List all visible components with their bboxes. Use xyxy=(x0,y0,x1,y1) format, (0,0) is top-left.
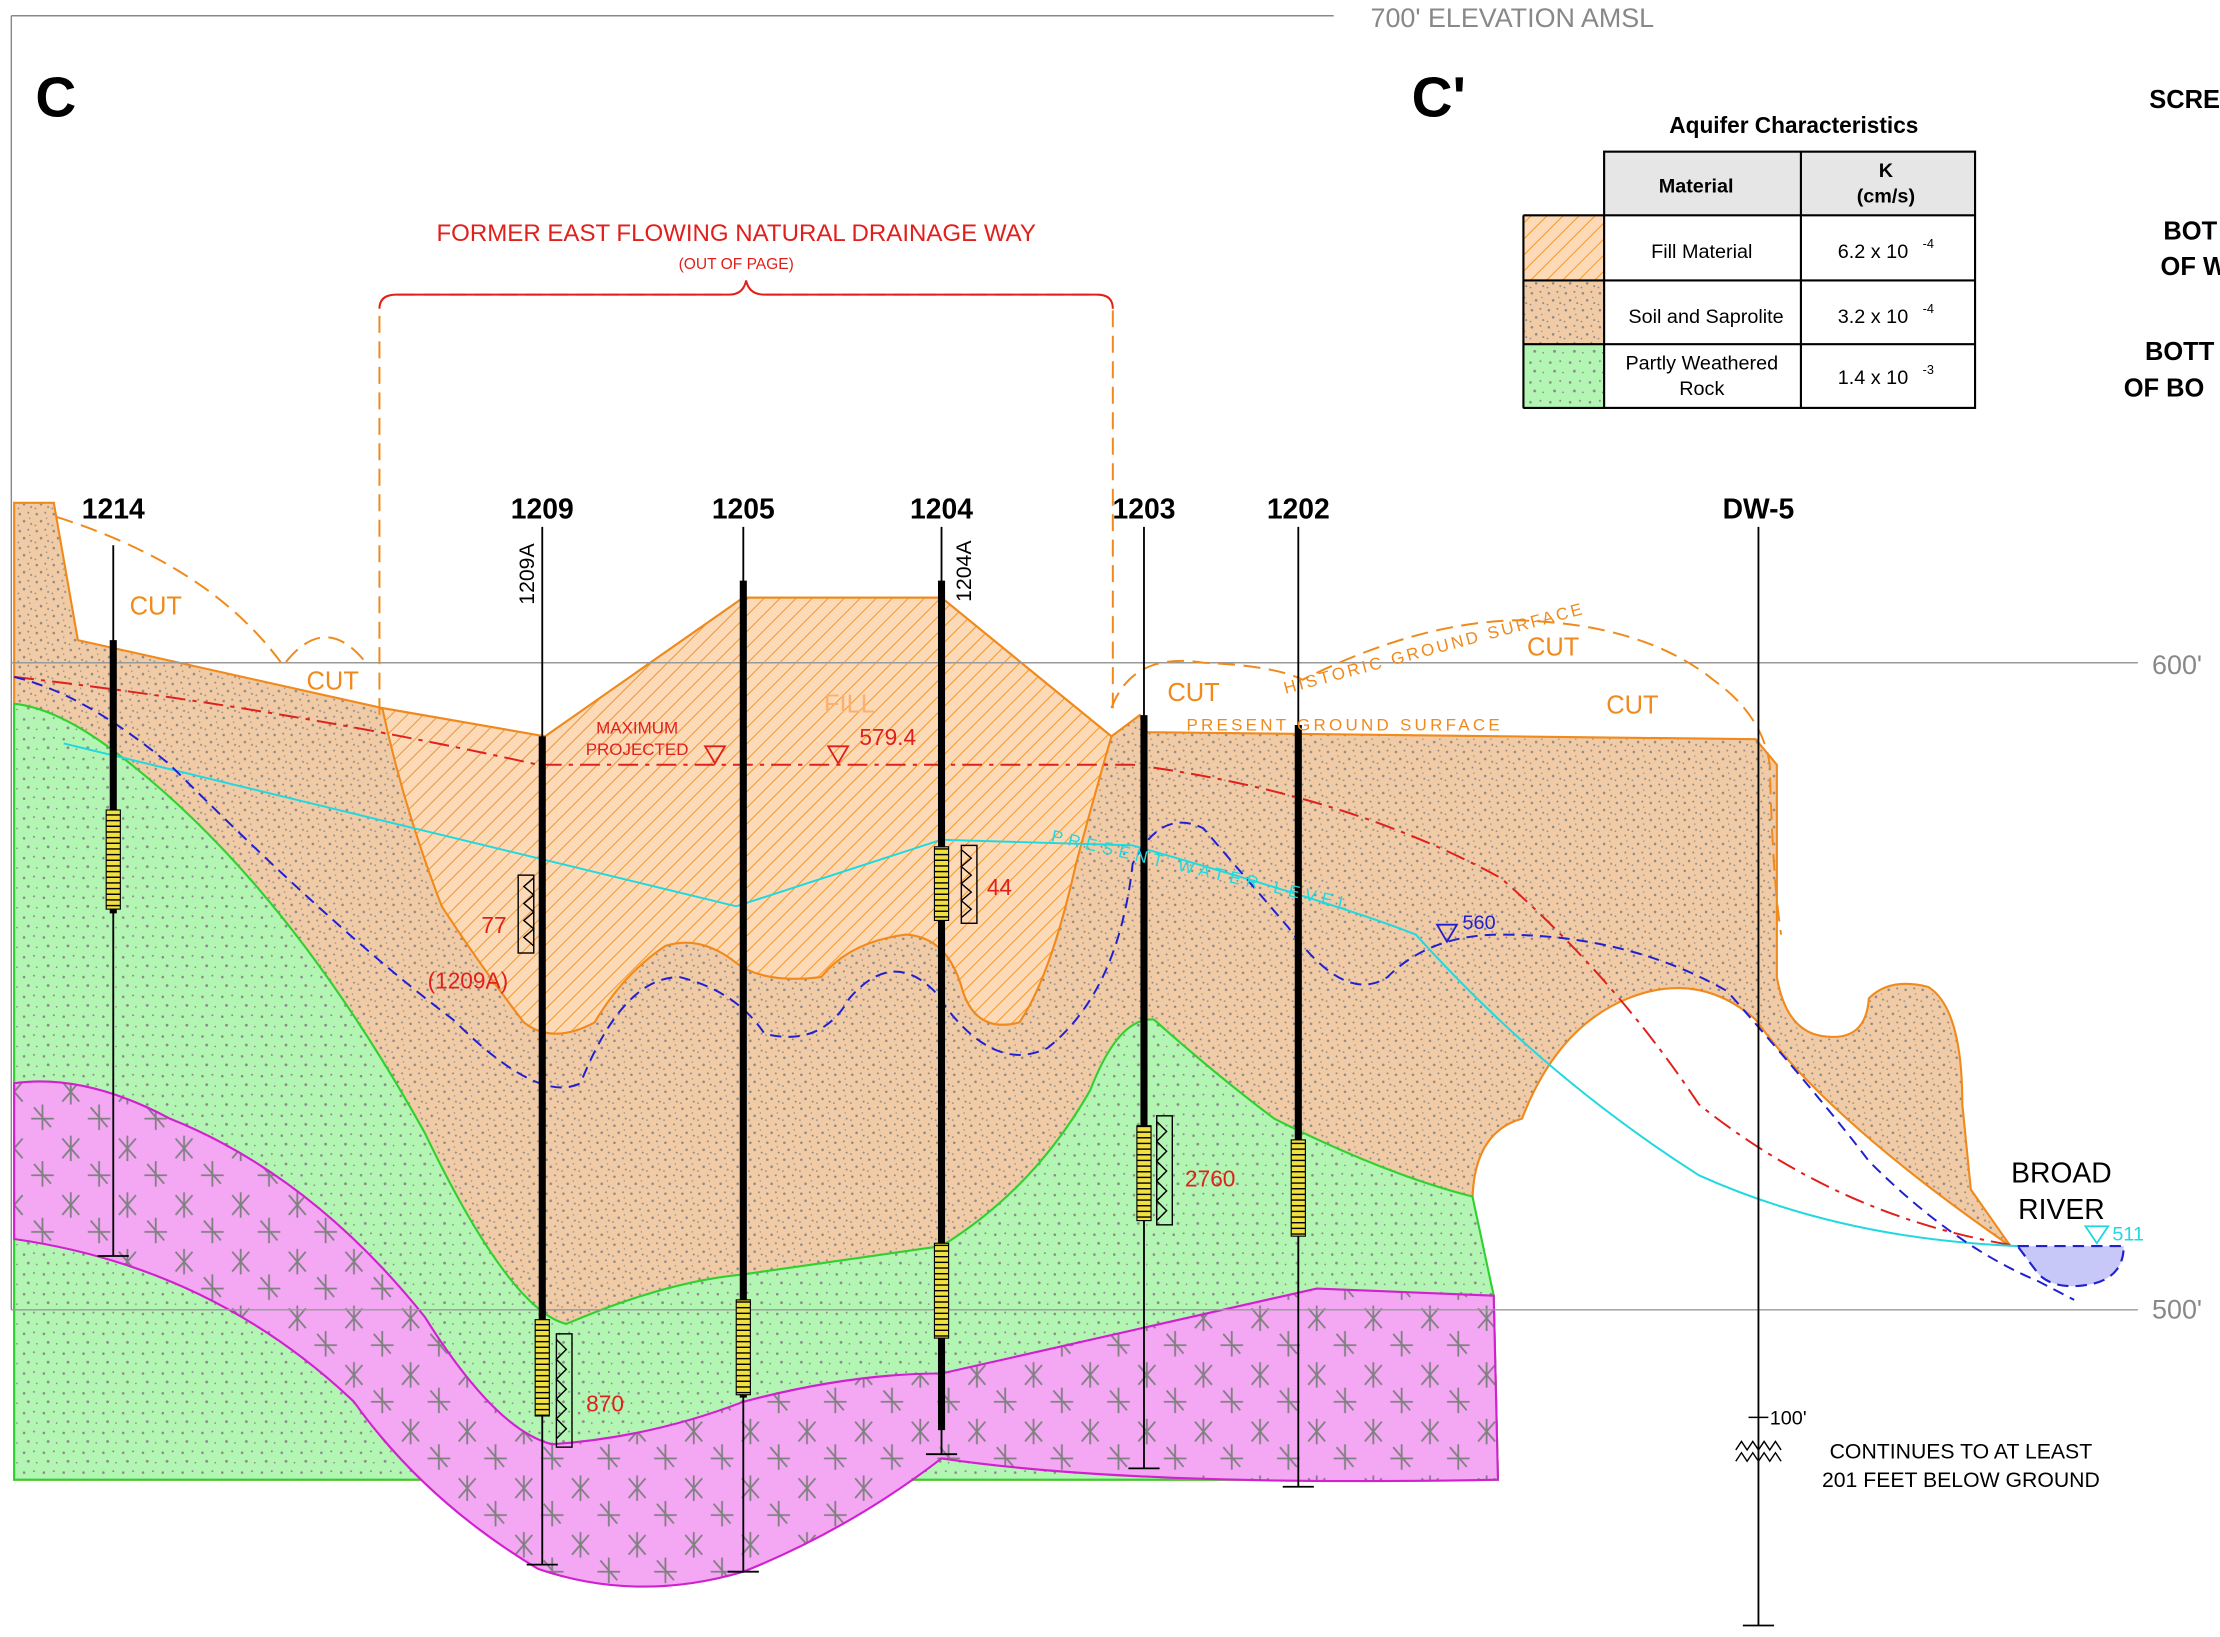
table-cell: Rock xyxy=(1679,378,1724,400)
drainage-subtitle: (OUT OF PAGE) xyxy=(679,256,794,273)
section-label: C xyxy=(35,66,76,129)
table-cell: 6.2 x 10 xyxy=(1838,241,1909,263)
reading: 2760 xyxy=(1185,1166,1235,1192)
cross-section: 700' ELEVATION AMSL 600' 500' 1214 1209 12… xyxy=(0,0,2220,1637)
table-exponent: -4 xyxy=(1923,301,1934,316)
river-label: BROAD xyxy=(2011,1156,2112,1188)
well-screen xyxy=(934,847,948,921)
reading: 870 xyxy=(586,1391,624,1417)
well-screen xyxy=(1137,1126,1151,1221)
water-marker xyxy=(2085,1226,2108,1243)
table-exponent: -3 xyxy=(1923,362,1934,377)
well-screen xyxy=(934,1243,948,1338)
elevation-label: 700' ELEVATION AMSL xyxy=(1371,3,1655,33)
drainage-title: FORMER EAST FLOWING NATURAL DRAINAGE WAY xyxy=(436,220,1035,247)
reading: (1209A) xyxy=(428,967,509,993)
table-cell: 1.4 x 10 xyxy=(1838,367,1909,389)
table-cell: Fill Material xyxy=(1651,241,1752,263)
cut-label: CUT xyxy=(307,668,359,696)
edge-notes: SCRE BOT OF W BOTT OF BO xyxy=(2124,86,2220,403)
drainage-bracket xyxy=(379,280,1112,308)
reading: 511 xyxy=(2112,1223,2144,1245)
swatch xyxy=(1523,215,1604,280)
swatch xyxy=(1523,344,1604,408)
cut-label: CUT xyxy=(1167,679,1219,707)
reading: 579.4 xyxy=(859,724,916,750)
reading: 77 xyxy=(481,912,506,938)
well-screen xyxy=(736,1300,750,1395)
projected-label: MAXIMUM xyxy=(596,719,678,738)
edge-note: BOTT xyxy=(2145,338,2215,366)
projected-label: PROJECTED xyxy=(586,740,689,759)
continues-note: CONTINUES TO AT LEAST xyxy=(1830,1440,2093,1463)
continues-note: 201 FEET BELOW GROUND xyxy=(1822,1469,2100,1492)
present-surface-label: PRESENT GROUND SURFACE xyxy=(1186,716,1502,735)
edge-note: SCRE xyxy=(2149,86,2220,114)
reading: 560 xyxy=(1463,912,1496,934)
cut-label: CUT xyxy=(130,593,182,621)
table-cell: Soil and Saprolite xyxy=(1628,306,1783,328)
well-screen xyxy=(1291,1140,1305,1236)
well-label: 1205 xyxy=(712,492,775,524)
fill-label: FILL xyxy=(824,690,875,718)
well-screen xyxy=(535,1320,549,1416)
table-exponent: -4 xyxy=(1923,236,1934,251)
well-label: 1202 xyxy=(1267,492,1330,524)
table-header-cell: Material xyxy=(1659,176,1734,198)
elevation-tick-label: 600' xyxy=(2152,650,2202,680)
depth-mark: 100' xyxy=(1770,1407,1807,1429)
table-header-cell: K xyxy=(1879,160,1894,182)
elevation-tick-label: 500' xyxy=(2152,1294,2202,1324)
edge-note: OF W xyxy=(2161,253,2220,281)
well-label: 1203 xyxy=(1113,492,1176,524)
well-label: 1214 xyxy=(82,492,145,524)
table-header-cell: (cm/s) xyxy=(1857,186,1915,208)
alt-well-label: 1209A xyxy=(516,543,539,605)
alt-well-label: 1204A xyxy=(953,540,976,602)
well-label: DW-5 xyxy=(1723,492,1795,524)
edge-note: BOT xyxy=(2163,217,2217,245)
river-label: RIVER xyxy=(2018,1193,2104,1225)
well-label: 1209 xyxy=(511,492,574,524)
table-cell: 3.2 x 10 xyxy=(1838,306,1909,328)
cut-label: CUT xyxy=(1527,634,1579,662)
aquifer-table: Aquifer Characteristics Material K (cm/s… xyxy=(1523,112,1975,408)
river xyxy=(2018,1246,2124,1286)
edge-note: OF BO xyxy=(2124,375,2205,403)
reading: 44 xyxy=(987,874,1012,900)
cut-label: CUT xyxy=(1606,692,1658,720)
well-screen xyxy=(106,810,120,909)
table-cell: Partly Weathered xyxy=(1625,353,1778,375)
well-label: 1204 xyxy=(910,492,973,524)
swatch xyxy=(1523,280,1604,344)
table-title: Aquifer Characteristics xyxy=(1669,112,1918,138)
section-label: C' xyxy=(1412,66,1466,129)
